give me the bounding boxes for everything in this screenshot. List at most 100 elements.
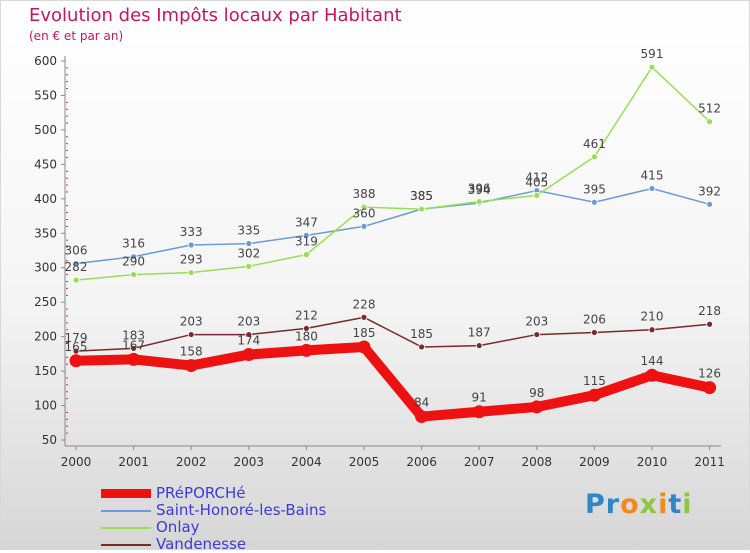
data-label: 591	[641, 47, 664, 61]
legend-swatch	[101, 544, 151, 546]
data-point	[645, 368, 659, 382]
data-label: 290	[122, 255, 145, 269]
y-tick-label: 200	[34, 330, 57, 344]
data-label: 144	[641, 354, 664, 368]
y-tick-label: 350	[34, 226, 57, 240]
data-point	[706, 200, 713, 208]
data-label: 115	[583, 374, 606, 388]
chart-title: Evolution des Impôts locaux par Habitant	[29, 5, 402, 26]
data-label: 98	[529, 386, 544, 400]
data-point	[187, 331, 195, 338]
data-label: 210	[641, 310, 664, 324]
y-tick-label: 100	[34, 399, 57, 413]
x-tick-label: 2011	[694, 455, 725, 469]
x-tick-label: 2001	[118, 455, 149, 469]
data-point	[72, 276, 80, 284]
series-line	[75, 187, 711, 265]
y-tick-label: 550	[34, 88, 57, 102]
x-tick-label: 2003	[234, 455, 265, 469]
data-label: 415	[641, 168, 664, 182]
y-tick-label: 600	[34, 54, 57, 68]
y-tick-label: 50	[42, 433, 57, 447]
data-point	[245, 331, 253, 338]
data-label: 392	[698, 184, 721, 198]
series-line	[75, 66, 711, 281]
data-label: 335	[237, 224, 260, 238]
x-tick-label: 2005	[349, 455, 380, 469]
y-tick-label: 450	[34, 157, 57, 171]
data-point	[299, 343, 313, 357]
data-point	[245, 262, 253, 270]
data-point	[706, 320, 713, 328]
data-label: 293	[180, 253, 203, 267]
data-label: 179	[65, 331, 88, 345]
legend-swatch	[101, 527, 151, 529]
data-label: 347	[295, 215, 318, 229]
data-label: 174	[237, 334, 260, 348]
chart-series-points	[69, 63, 717, 424]
data-point	[415, 410, 429, 424]
data-point	[591, 153, 598, 161]
data-label: 302	[237, 246, 260, 260]
data-point	[591, 198, 598, 206]
data-point	[418, 205, 426, 213]
data-point	[127, 352, 141, 366]
data-label: 512	[698, 102, 721, 116]
data-point	[591, 329, 598, 336]
series-line	[75, 316, 711, 352]
data-point	[587, 388, 601, 402]
data-point	[703, 381, 717, 395]
data-point	[302, 251, 310, 259]
data-label: 212	[295, 308, 318, 322]
x-tick-label: 2008	[522, 455, 553, 469]
data-label: 228	[353, 297, 376, 311]
data-label: 84	[414, 396, 429, 410]
legend-label: Onlay	[156, 518, 200, 536]
x-tick-label: 2000	[61, 455, 92, 469]
data-point	[187, 241, 195, 249]
series-line	[71, 341, 715, 422]
data-label: 333	[180, 225, 203, 239]
data-point	[245, 240, 253, 248]
chart-subtitle: (en € et par an)	[29, 29, 124, 43]
data-label: 360	[353, 206, 376, 220]
data-label: 91	[472, 391, 487, 405]
data-label: 395	[583, 182, 606, 196]
data-label: 180	[295, 329, 318, 343]
data-label: 203	[237, 315, 260, 329]
legend-swatch	[101, 510, 151, 512]
data-label: 282	[65, 260, 88, 274]
data-label: 412	[525, 171, 548, 185]
data-point	[648, 326, 656, 334]
data-label: 388	[353, 187, 376, 201]
y-tick-label: 150	[34, 364, 57, 378]
y-tick-label: 250	[34, 295, 57, 309]
data-label: 187	[468, 326, 491, 340]
data-point	[475, 198, 483, 205]
data-label: 461	[583, 137, 606, 151]
data-label: 316	[122, 237, 145, 251]
data-point	[360, 313, 368, 321]
data-point	[533, 191, 541, 199]
chart-series-lines	[71, 66, 715, 422]
data-label: 385	[410, 189, 433, 203]
proxiti-logo: Proxiti	[585, 489, 693, 520]
data-point	[69, 354, 83, 368]
y-tick-label: 300	[34, 261, 57, 275]
data-point	[184, 359, 198, 373]
x-tick-label: 2004	[291, 455, 322, 469]
data-point	[360, 203, 368, 211]
data-label: 206	[583, 313, 606, 327]
data-point	[475, 342, 483, 349]
y-tick-label: 400	[34, 192, 57, 206]
legend-label: Vandenesse	[156, 535, 247, 553]
y-tick-label: 500	[34, 123, 57, 137]
data-label: 306	[65, 244, 88, 258]
data-point	[242, 348, 256, 362]
data-label: 394	[468, 183, 491, 197]
x-tick-label: 2009	[579, 455, 610, 469]
data-point	[187, 269, 195, 276]
x-tick-label: 2010	[637, 455, 668, 469]
